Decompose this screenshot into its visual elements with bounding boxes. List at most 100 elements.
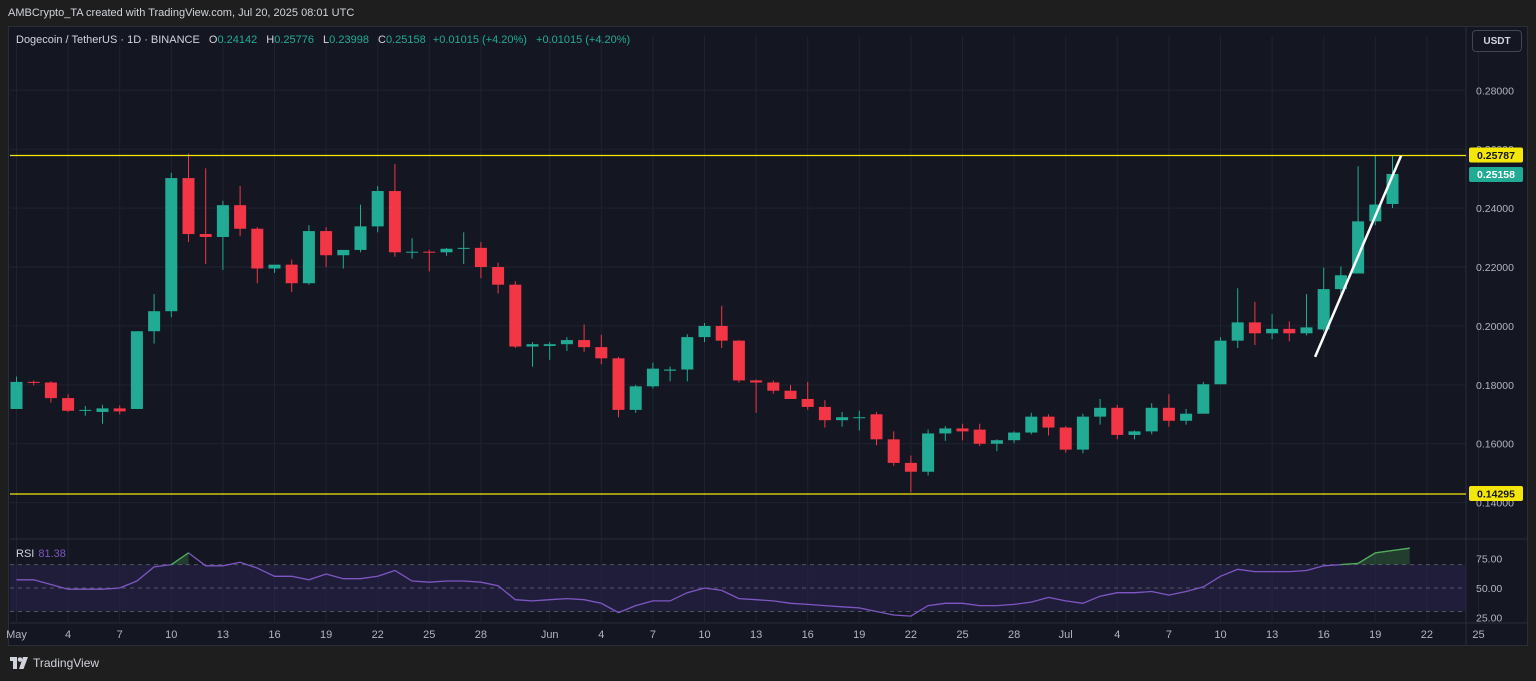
candle-body <box>1162 407 1175 421</box>
time-axis[interactable]: May 4 7 10 13 16 19 22 25 28 Jun 4 7 10 13 16 19 22 25 28 Ju… <box>6 629 1485 641</box>
candle-body <box>1266 328 1279 334</box>
change-value-2: +0.01015 (+4.20%) <box>536 34 631 46</box>
rsi-tick-label: 50.00 <box>1476 583 1502 595</box>
time-tick-label: 10 <box>1214 629 1226 641</box>
candle-body <box>578 340 591 348</box>
level-price-tag <box>1469 147 1523 163</box>
candle-body <box>302 231 315 284</box>
candle-body <box>182 178 195 235</box>
candle-body <box>474 247 487 268</box>
candle-body <box>646 368 659 387</box>
candle-body <box>234 205 247 229</box>
candle-body <box>27 381 40 383</box>
time-tick-label: 4 <box>1114 629 1120 641</box>
price-axis[interactable]: 0.280000.260000.240000.220000.200000.180… <box>1476 85 1514 509</box>
chart-frame <box>8 26 1528 646</box>
rsi-tick-label: 75.00 <box>1476 554 1502 566</box>
candle-body <box>732 340 745 381</box>
candle-body <box>440 248 453 253</box>
rsi-pane: 75.00 50.00 25.00 <box>10 547 1502 624</box>
price-tick-label: 0.22000 <box>1476 262 1514 274</box>
time-tick-label: Jul <box>1059 629 1073 641</box>
time-tick-label: 16 <box>268 629 280 641</box>
price-tick-label: 0.28000 <box>1476 85 1514 97</box>
rsi-label[interactable]: RSI <box>16 548 35 560</box>
candle-body <box>1248 322 1261 334</box>
candle-body <box>715 325 728 341</box>
candle-body <box>1334 275 1347 290</box>
candle-body <box>354 226 367 250</box>
candle-body <box>285 264 298 284</box>
candle-body <box>371 191 384 227</box>
candle-body <box>1214 340 1227 385</box>
candle-body <box>388 191 401 253</box>
level-price-label: 0.14295 <box>1477 488 1515 500</box>
close-label: C <box>378 34 386 46</box>
time-tick-label: 13 <box>750 629 762 641</box>
time-tick-label: 22 <box>1421 629 1433 641</box>
rsi-value: 81.38 <box>38 548 66 560</box>
candle-body <box>320 231 333 256</box>
trendline <box>1313 155 1403 358</box>
candle-body <box>1042 416 1055 428</box>
candle-body <box>853 417 866 419</box>
last-price-label: 0.25158 <box>1477 169 1515 181</box>
low-label: L <box>323 34 330 46</box>
time-tick-label: 16 <box>802 629 814 641</box>
candle-body <box>1283 328 1296 334</box>
level-price-label: 0.25787 <box>1477 150 1515 162</box>
candle-body <box>904 462 917 472</box>
rsi-line <box>16 547 1410 617</box>
price-tick-label: 0.20000 <box>1476 321 1514 333</box>
time-tick-label: 19 <box>853 629 865 641</box>
time-tick-label: 4 <box>598 629 604 641</box>
candle-body <box>10 381 23 409</box>
candle-body <box>423 251 436 253</box>
candle-body <box>509 284 522 347</box>
symbol-title[interactable]: Dogecoin / TetherUS · 1D · BINANCE <box>16 34 200 46</box>
time-tick-label: 10 <box>698 629 710 641</box>
candle-body <box>1025 416 1038 433</box>
candle-body <box>96 408 109 412</box>
time-tick-label: Jun <box>541 629 559 641</box>
close-value: 0.25158 <box>385 34 426 46</box>
candle-body <box>887 439 900 463</box>
candle-body <box>1094 407 1107 417</box>
low-value: 0.23998 <box>329 34 369 46</box>
tradingview-logo-icon <box>10 657 28 669</box>
time-tick-label: 19 <box>320 629 332 641</box>
rsi-overbought-fill <box>1340 548 1410 565</box>
candle-body <box>1300 327 1313 334</box>
candle-body <box>44 382 57 399</box>
level-price-tag <box>1469 485 1523 501</box>
time-tick-label: 19 <box>1369 629 1381 641</box>
candle-body <box>165 178 178 312</box>
candle-body <box>492 267 505 285</box>
rsi-overbought-segment <box>170 552 189 566</box>
candle-body <box>973 429 986 444</box>
open-label: O <box>208 34 218 46</box>
candle-body <box>595 347 608 359</box>
rsi-overbought-segment <box>1340 547 1410 566</box>
candle-body <box>1145 407 1158 432</box>
time-tick-label: 16 <box>1318 629 1330 641</box>
time-tick-label: 7 <box>1166 629 1172 641</box>
candle-body <box>268 264 281 269</box>
candle-body <box>1076 416 1089 450</box>
currency-button[interactable]: USDT <box>1472 30 1522 52</box>
time-tick-label: 22 <box>905 629 917 641</box>
time-tick-label: 25 <box>423 629 435 641</box>
time-tick-label: 10 <box>165 629 177 641</box>
time-tick-label: 4 <box>65 629 71 641</box>
candle-body <box>251 228 264 269</box>
time-tick-label: 13 <box>217 629 229 641</box>
candle-body <box>148 311 161 332</box>
candle-body <box>922 433 935 472</box>
candle-body <box>457 247 470 249</box>
tradingview-footer[interactable]: TradingView <box>10 656 99 670</box>
tradingview-brand: TradingView <box>33 656 100 670</box>
candle-body <box>1180 413 1193 421</box>
rsi-overbought-fill <box>171 552 189 565</box>
candle-body <box>526 344 539 347</box>
